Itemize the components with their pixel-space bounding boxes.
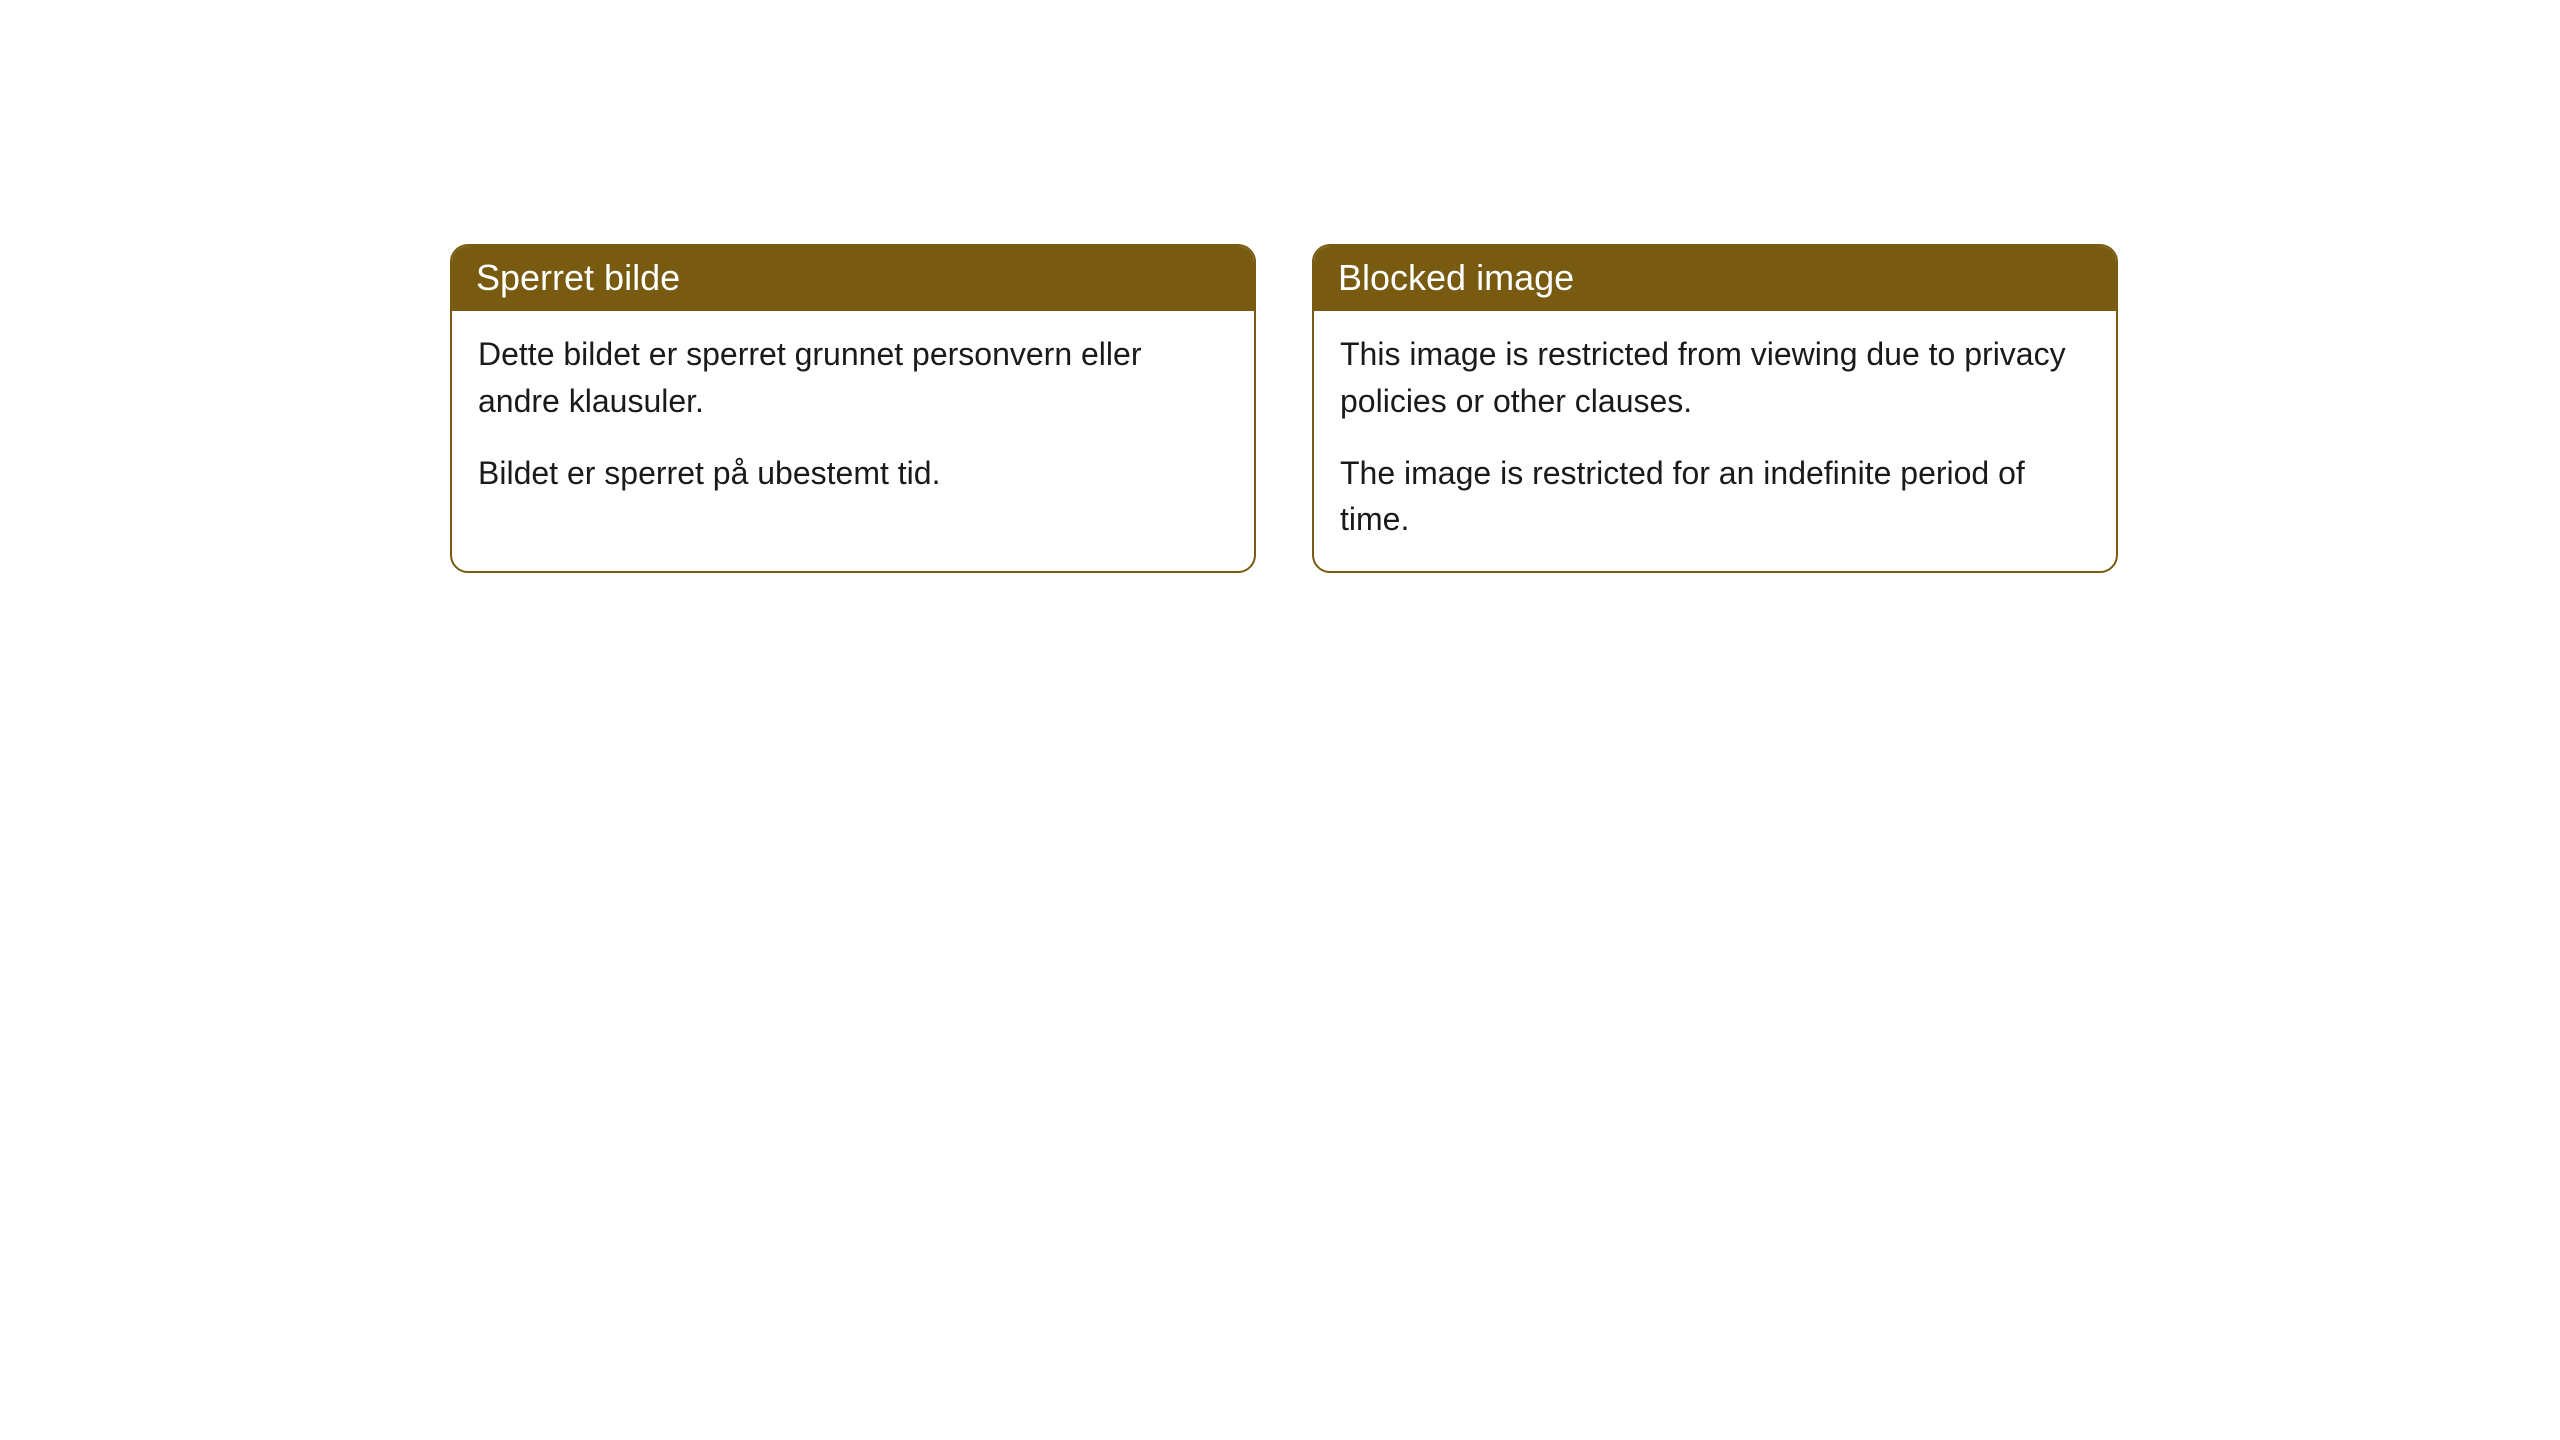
notice-body: This image is restricted from viewing du… xyxy=(1314,311,2116,571)
notice-card-english: Blocked image This image is restricted f… xyxy=(1312,244,2118,573)
notice-paragraph: This image is restricted from viewing du… xyxy=(1340,331,2090,424)
notice-paragraph: The image is restricted for an indefinit… xyxy=(1340,450,2090,543)
notice-paragraph: Dette bildet er sperret grunnet personve… xyxy=(478,331,1228,424)
notice-title: Sperret bilde xyxy=(452,246,1254,311)
notice-title: Blocked image xyxy=(1314,246,2116,311)
notice-body: Dette bildet er sperret grunnet personve… xyxy=(452,311,1254,524)
notice-paragraph: Bildet er sperret på ubestemt tid. xyxy=(478,450,1228,496)
notice-container: Sperret bilde Dette bildet er sperret gr… xyxy=(450,244,2118,573)
notice-card-norwegian: Sperret bilde Dette bildet er sperret gr… xyxy=(450,244,1256,573)
